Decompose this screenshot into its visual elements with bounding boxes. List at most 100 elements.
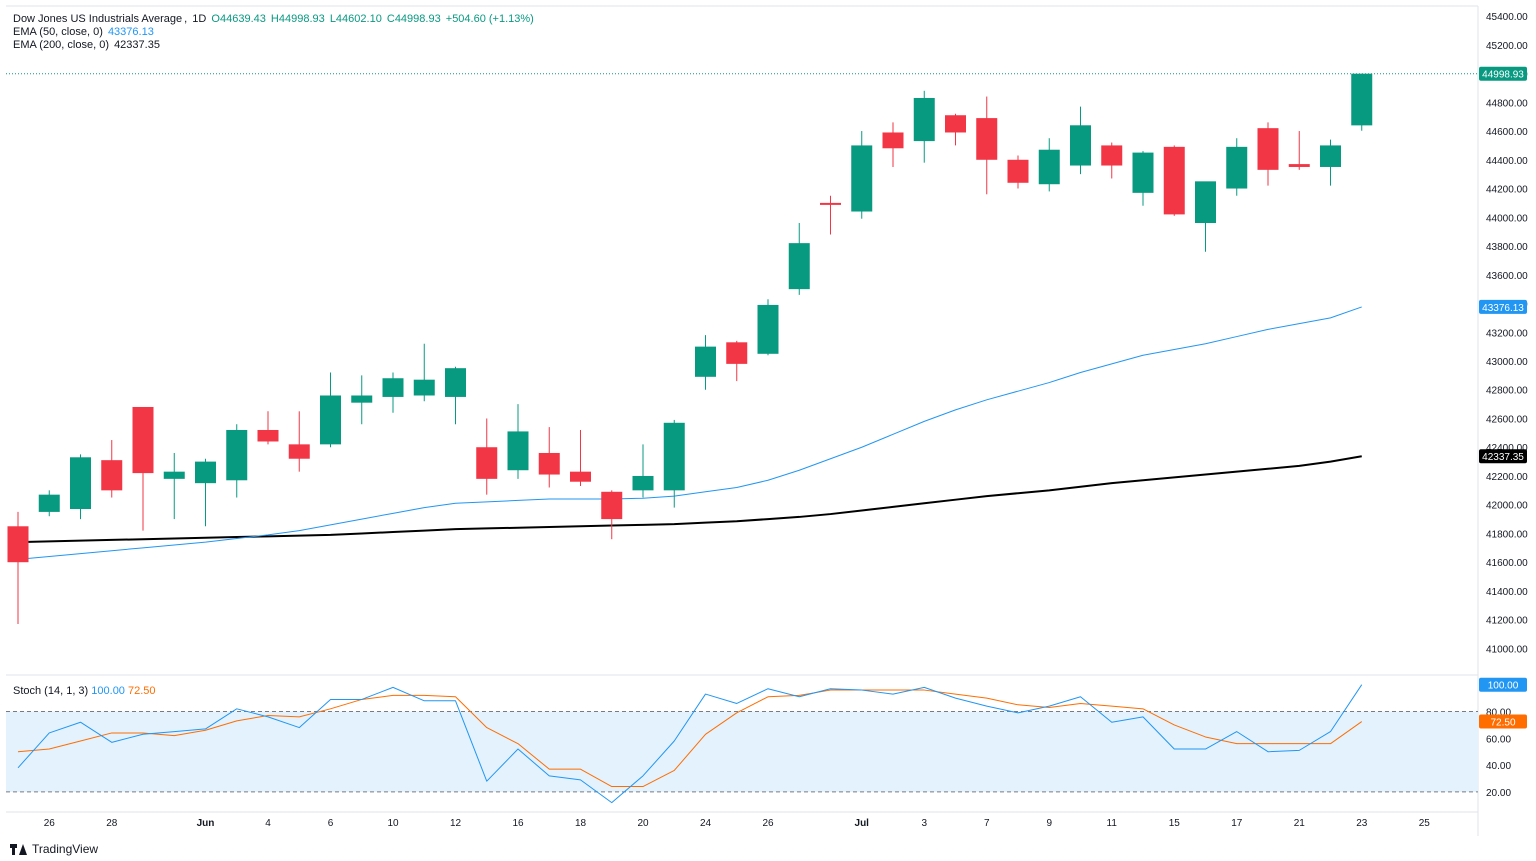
date-tick-label: 17 xyxy=(1231,818,1243,829)
ema200-badge-text: 42337.35 xyxy=(1482,452,1524,463)
candle-body xyxy=(257,429,279,442)
candle-body xyxy=(882,132,904,149)
last-price-badge-bg xyxy=(1479,66,1527,81)
candle xyxy=(1320,139,1341,186)
candle-body xyxy=(1007,159,1029,183)
candle-body xyxy=(695,346,716,377)
candle xyxy=(1038,138,1060,192)
candle-body xyxy=(101,460,123,491)
candle-body xyxy=(757,304,779,354)
price-tick-label: 43800.00 xyxy=(1486,242,1528,253)
candle-body xyxy=(226,429,248,481)
price-tick-label: 44400.00 xyxy=(1486,156,1528,167)
candle-body xyxy=(70,457,91,510)
tradingview-logo[interactable]: TradingView xyxy=(10,842,98,856)
price-tick-label: 42000.00 xyxy=(1486,501,1528,512)
candle-body xyxy=(1288,164,1310,167)
date-tick-label: Jun xyxy=(197,818,215,829)
ema200-badge-bg xyxy=(1479,449,1527,464)
price-tick-label: 44000.00 xyxy=(1486,213,1528,224)
price-tick-label: 41400.00 xyxy=(1486,587,1528,598)
candle-body xyxy=(1132,152,1154,193)
stoch-k-badge-text: 100.00 xyxy=(1488,681,1519,692)
ema50-value: 43376.13 xyxy=(107,26,154,38)
candle xyxy=(382,372,404,413)
open-value: O44639.43 xyxy=(211,13,266,25)
stoch-d-badge-bg xyxy=(1479,714,1527,729)
date-tick-label: 26 xyxy=(44,818,56,829)
candle xyxy=(1195,181,1216,252)
stoch-legend: Stoch (14, 1, 3) 100.00 72.50 xyxy=(13,685,156,697)
candle xyxy=(163,452,185,520)
candle-body xyxy=(445,368,466,397)
ema200-value: 42337.35 xyxy=(114,39,160,51)
candle-body xyxy=(288,444,310,459)
candle xyxy=(476,418,498,495)
candle-body xyxy=(976,118,998,160)
price-tick-label: 43200.00 xyxy=(1486,328,1528,339)
date-tick-label: 21 xyxy=(1294,818,1306,829)
candle xyxy=(663,419,685,508)
stoch-k-line xyxy=(17,684,1363,804)
stoch-k-value: 100.00 xyxy=(91,685,125,697)
candle-body xyxy=(38,494,60,512)
price-tick-label: 44200.00 xyxy=(1486,185,1528,196)
candle xyxy=(7,511,29,625)
interval-label: 1D xyxy=(192,13,207,25)
stoch-tick-label: 80.00 xyxy=(1486,708,1511,719)
candle xyxy=(1007,155,1029,189)
candle-body xyxy=(1163,146,1185,215)
candle xyxy=(726,340,748,382)
date-tick-label: Jul xyxy=(855,818,870,829)
ema200-badge: 42337.35 xyxy=(1479,449,1527,464)
candle xyxy=(413,343,435,402)
date-tick-label: 4 xyxy=(265,818,271,829)
candle-body xyxy=(1226,146,1248,189)
candle-body xyxy=(351,395,373,403)
low-value: L44602.10 xyxy=(329,13,382,25)
change-value: +504.60 (+1.13%) xyxy=(445,13,534,25)
candle xyxy=(1351,73,1373,131)
date-tick-label: 11 xyxy=(1107,818,1118,829)
ema50-legend: EMA (50, close, 0) 43376.13 xyxy=(13,26,156,39)
candle xyxy=(507,404,529,479)
stoch-d-line xyxy=(17,689,1363,788)
candle-body xyxy=(632,475,654,491)
candle xyxy=(288,411,310,472)
candle-body xyxy=(851,145,873,212)
candle xyxy=(445,366,466,425)
date-tick-label: 7 xyxy=(984,818,990,829)
candle-body xyxy=(945,115,966,133)
candle xyxy=(851,131,873,219)
candle xyxy=(788,223,810,295)
candle-body xyxy=(1320,145,1341,167)
stoch-d-value: 72.50 xyxy=(128,685,156,697)
candle xyxy=(945,113,966,146)
price-tick-label: 41600.00 xyxy=(1486,558,1528,569)
candle xyxy=(257,411,279,445)
candle-body xyxy=(913,97,935,142)
date-tick-label: 18 xyxy=(575,818,587,829)
candle-body xyxy=(1351,73,1373,126)
candle xyxy=(320,372,341,448)
symbol-name: Dow Jones US Industrials Average xyxy=(13,13,183,25)
candle xyxy=(1101,142,1123,179)
price-tick-label: 41000.00 xyxy=(1486,644,1528,655)
price-tick-label: 42600.00 xyxy=(1486,414,1528,425)
candle xyxy=(1288,131,1310,170)
candle-body xyxy=(726,342,748,364)
candle-body xyxy=(507,431,529,471)
price-tick-label: 44800.00 xyxy=(1486,98,1528,109)
date-tick-label: 12 xyxy=(450,818,462,829)
date-tick-label: 26 xyxy=(762,818,774,829)
date-tick-label: 6 xyxy=(328,818,334,829)
candle-body xyxy=(7,526,29,563)
candle xyxy=(226,424,248,498)
date-tick-label: 20 xyxy=(637,818,649,829)
date-tick-label: 9 xyxy=(1046,818,1052,829)
close-value: C44998.93 xyxy=(386,13,441,25)
candle xyxy=(757,299,779,356)
candle xyxy=(820,195,841,235)
price-tick-label: 42200.00 xyxy=(1486,472,1528,483)
